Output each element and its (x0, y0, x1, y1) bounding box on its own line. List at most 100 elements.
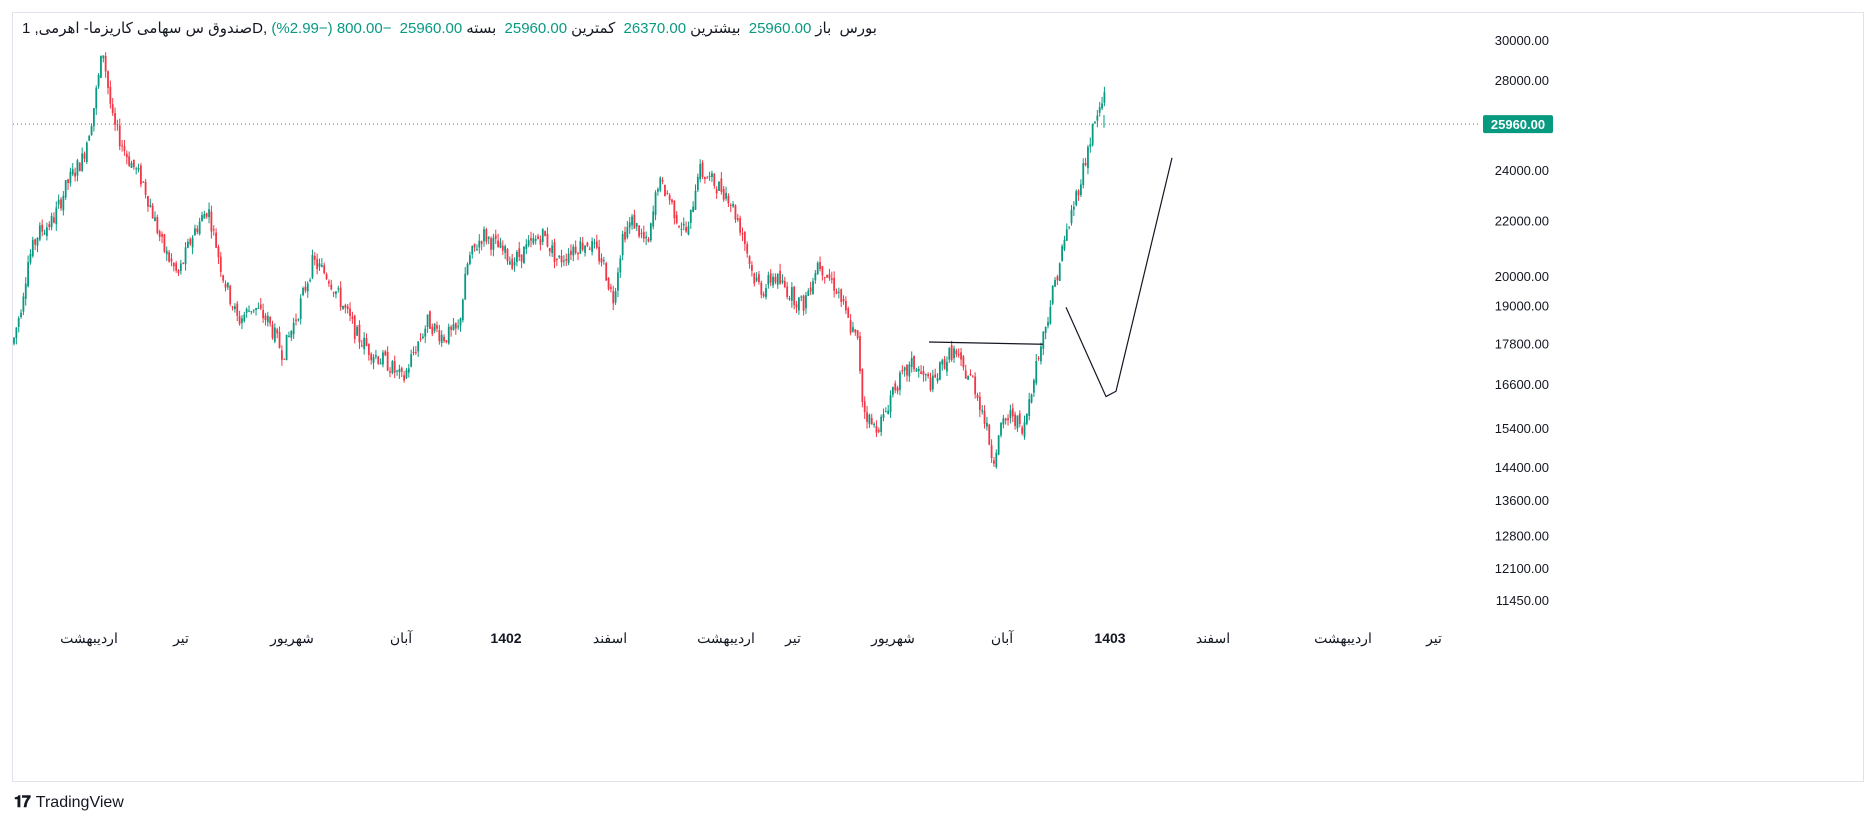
tradingview-logo[interactable]: 𝟏𝟕 TradingView (14, 794, 124, 812)
polyline-drawing-1[interactable] (1065, 157, 1173, 398)
candle (140, 163, 142, 188)
candle (1002, 414, 1005, 429)
candle (593, 238, 596, 249)
candle (708, 171, 711, 181)
candle (412, 346, 415, 356)
candle (478, 234, 481, 254)
candle (743, 231, 746, 251)
candle (849, 314, 852, 336)
candle (828, 268, 831, 281)
candle (198, 217, 201, 236)
candle (772, 273, 774, 288)
low-value: 25960.00 (504, 20, 568, 37)
candle (793, 285, 796, 310)
candle (222, 274, 225, 284)
x-tick-label: اسفند (593, 630, 627, 646)
candle (407, 364, 410, 378)
candle (732, 201, 734, 208)
candle (1094, 120, 1096, 124)
candle (598, 239, 601, 265)
candle (313, 252, 316, 266)
candle (276, 327, 279, 339)
candle (266, 311, 269, 327)
candle (332, 291, 335, 298)
candle (1016, 415, 1019, 432)
drawings-layer[interactable] (928, 157, 1173, 398)
candle (100, 55, 102, 79)
candle (128, 151, 131, 167)
trend-line-drawing-0[interactable] (928, 341, 1044, 345)
high-label: بیشترین (690, 20, 741, 37)
x-tick-label: 1403 (1094, 630, 1125, 646)
candle (981, 405, 984, 415)
candle (494, 229, 497, 245)
candle (27, 255, 29, 288)
candle (177, 269, 180, 276)
candle (673, 200, 676, 225)
candle (654, 190, 657, 221)
candle (438, 324, 441, 345)
candle (165, 246, 168, 261)
candle (995, 449, 998, 469)
candle (776, 273, 779, 289)
candle (903, 366, 906, 377)
candle (896, 385, 899, 395)
candlestick-chart[interactable]: 30000.00 28000.00 24000.00 22000.00 20000.00… (13, 13, 1865, 783)
candle (572, 244, 575, 262)
candle (163, 233, 166, 254)
candle (461, 298, 464, 323)
candle (715, 186, 718, 199)
candle (563, 255, 565, 267)
candle (454, 322, 457, 335)
candle (765, 284, 767, 300)
candle (1070, 204, 1073, 226)
candle (790, 282, 793, 308)
candle (255, 307, 257, 316)
candle (205, 212, 208, 219)
candle (845, 296, 847, 314)
candle (179, 259, 182, 275)
x-axis[interactable]: اردیبهشت تیر شهریور آبان 1402 اسفند اردیبهشت تی… (60, 629, 1442, 647)
y-axis[interactable]: 30000.00 28000.00 24000.00 22000.00 20000.00… (1483, 33, 1553, 608)
candle (689, 209, 692, 229)
candle (351, 311, 354, 324)
y-tick-label: 11450.00 (1496, 593, 1549, 608)
candle (579, 237, 582, 255)
candle (899, 370, 901, 396)
candle (863, 396, 866, 419)
candle (901, 365, 904, 375)
candle (241, 315, 243, 330)
candle (978, 391, 981, 418)
candle (696, 173, 699, 192)
candle (624, 226, 626, 243)
y-tick-label: 20000.00 (1495, 269, 1549, 284)
candle (758, 271, 760, 285)
candle (520, 254, 523, 269)
candle (170, 253, 173, 267)
candle (1021, 425, 1024, 436)
candle (1037, 355, 1040, 361)
candle (694, 184, 697, 210)
candle (762, 291, 765, 298)
candle (734, 204, 737, 223)
candle (814, 270, 817, 284)
candle (337, 285, 340, 293)
candle (1091, 123, 1094, 147)
candle (450, 324, 452, 337)
candle (1063, 235, 1066, 252)
candle (729, 203, 732, 213)
candle (212, 225, 215, 236)
candle (74, 167, 76, 182)
candle (699, 159, 702, 183)
y-tick-label: 22000.00 (1495, 213, 1549, 228)
candle (483, 226, 485, 247)
candle (311, 249, 314, 280)
candle (309, 277, 311, 283)
candle (661, 177, 664, 185)
candle (908, 361, 911, 382)
candle (245, 307, 248, 318)
candle (358, 320, 361, 350)
candle (15, 327, 18, 345)
y-tick-label: 15400.00 (1495, 421, 1549, 436)
x-tick-label: تیر (172, 630, 189, 647)
